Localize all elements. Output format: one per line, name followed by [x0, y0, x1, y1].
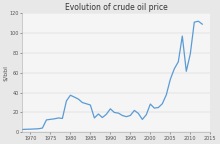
Title: Evolution of crude oil price: Evolution of crude oil price	[65, 3, 168, 13]
Y-axis label: $/bbl: $/bbl	[4, 65, 9, 81]
